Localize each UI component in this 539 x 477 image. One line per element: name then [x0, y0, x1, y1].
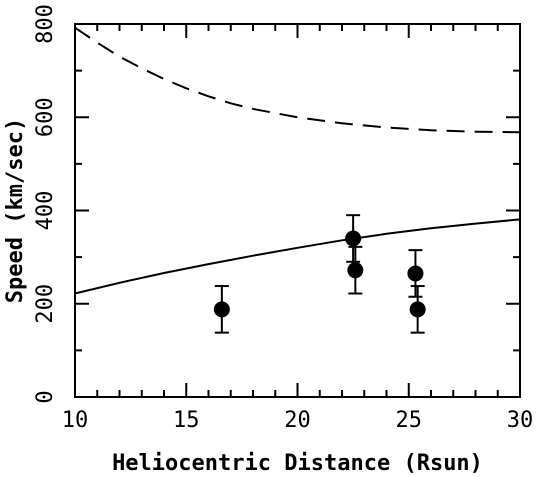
point-marker — [345, 230, 362, 247]
point-marker — [407, 265, 424, 282]
model-curves — [74, 26, 521, 295]
y-tick-label: 600 — [33, 97, 58, 137]
dashed-curve — [74, 26, 521, 134]
x-axis-label: Heliocentric Distance (Rsun) — [112, 451, 483, 476]
y-axis-label: Speed (km/sec) — [3, 118, 28, 303]
x-tick-labels: 10 15 20 25 30 — [62, 408, 534, 433]
y-tick-labels: 0 200 400 600 800 — [33, 4, 58, 404]
data-point — [407, 249, 424, 298]
data-point — [409, 285, 426, 334]
x-tick-label: 30 — [507, 408, 534, 433]
data-point — [345, 214, 362, 263]
x-tick-label: 10 — [62, 408, 89, 433]
y-tick-label: 200 — [33, 284, 58, 324]
data-points — [213, 214, 426, 334]
y-tick-label: 400 — [33, 191, 58, 231]
point-marker — [213, 301, 230, 318]
y-tick-label: 0 — [33, 390, 58, 403]
solid-curve — [74, 218, 521, 295]
data-point — [347, 245, 364, 295]
point-marker — [347, 262, 364, 279]
point-marker — [409, 301, 426, 318]
x-tick-label: 20 — [284, 408, 311, 433]
data-point — [213, 285, 230, 334]
x-tick-label: 25 — [396, 408, 423, 433]
plot-frame — [74, 23, 521, 398]
axis-ticks — [74, 23, 521, 398]
y-tick-label: 800 — [33, 4, 58, 44]
x-tick-label: 15 — [173, 408, 200, 433]
